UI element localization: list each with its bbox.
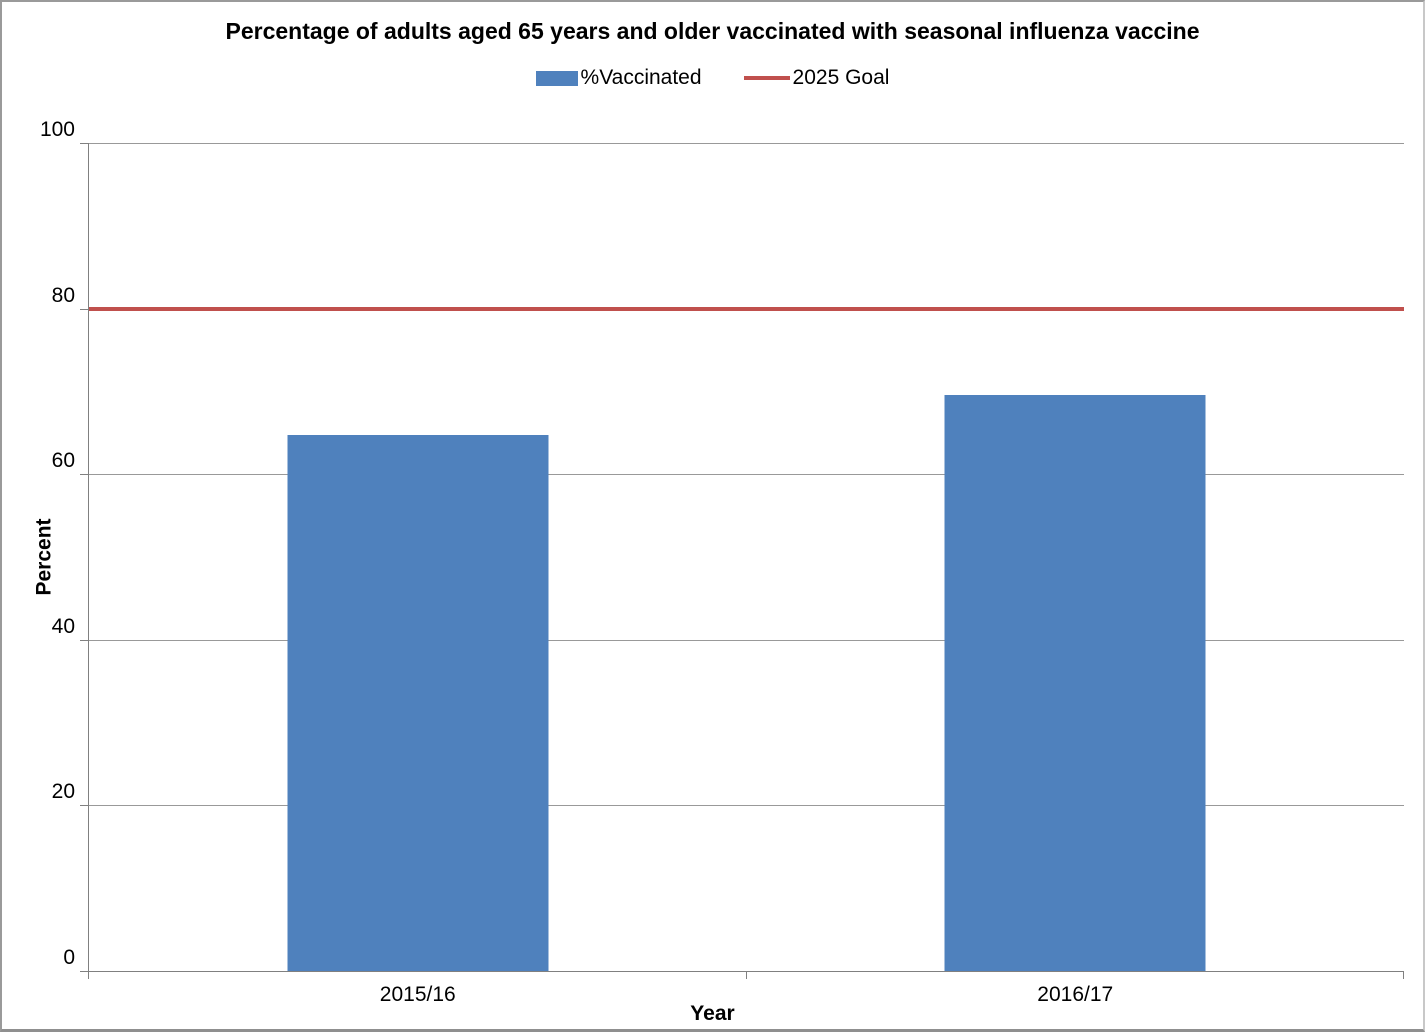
gridline-60 xyxy=(89,474,1404,476)
x-axis-tick-2 xyxy=(1403,971,1404,979)
gridline-20 xyxy=(89,805,1404,807)
gridline-100 xyxy=(89,143,1404,144)
goal-line xyxy=(89,306,1404,311)
legend-line-swatch-icon xyxy=(743,76,790,80)
y-axis-title: Percent xyxy=(32,518,56,596)
legend-item-goal: 2025 Goal xyxy=(743,66,890,90)
y-tick-label-100: 100 xyxy=(39,118,75,141)
x-axis-tick-0 xyxy=(88,971,89,979)
y-axis-tick-80 xyxy=(80,308,89,310)
x-axis-tick-1 xyxy=(745,971,747,979)
legend-label-vaccinated: %Vaccinated xyxy=(580,66,702,89)
y-tick-label-60: 60 xyxy=(51,449,75,473)
y-axis-tick-20 xyxy=(80,805,89,807)
legend: %Vaccinated 2025 Goal xyxy=(2,66,1423,90)
x-axis-title: Year xyxy=(690,1002,735,1025)
y-axis-tick-100 xyxy=(80,143,89,144)
y-tick-label-0: 0 xyxy=(63,946,75,969)
legend-bar-swatch-icon xyxy=(535,70,578,86)
y-tick-label-20: 20 xyxy=(51,780,75,804)
y-tick-label-80: 80 xyxy=(51,283,75,307)
y-axis-tick-0 xyxy=(80,971,89,972)
y-tick-label-40: 40 xyxy=(51,614,75,638)
bar-2016-17 xyxy=(944,394,1206,971)
chart-title: Percentage of adults aged 65 years and o… xyxy=(225,18,1200,44)
legend-label-goal: 2025 Goal xyxy=(792,66,890,89)
x-tick-label-2016-17: 2016/17 xyxy=(1037,983,1114,1006)
y-axis-tick-60 xyxy=(80,474,89,476)
x-tick-label-2015-16: 2015/16 xyxy=(379,983,456,1006)
gridline-40 xyxy=(89,639,1404,641)
y-axis-tick-40 xyxy=(80,639,89,641)
legend-item-vaccinated: %Vaccinated xyxy=(535,66,702,90)
bar-2015-16 xyxy=(287,435,549,971)
plot-area: 0 20 40 60 80 100 2015/16 2016/17 xyxy=(40,118,1404,1006)
